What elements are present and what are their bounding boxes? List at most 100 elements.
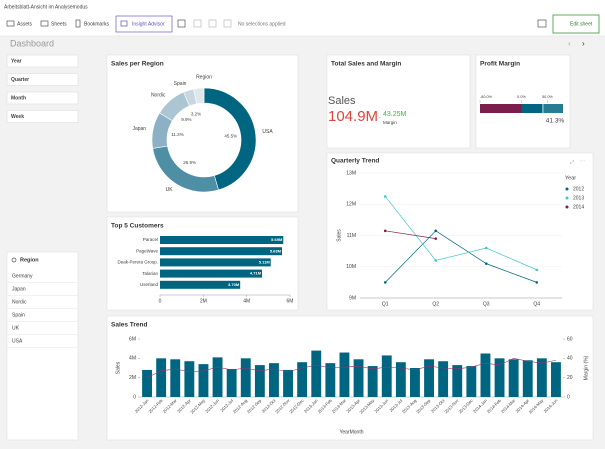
margin-line (146, 358, 557, 378)
filter-box[interactable] (6, 110, 79, 123)
filter-label[interactable]: Month (11, 95, 26, 101)
gauge-value-label: 41.3% (546, 118, 565, 125)
y2-tick-label: 60 (567, 336, 573, 342)
x-tick-label: 0 (159, 298, 162, 304)
filter-label[interactable]: Quarter (11, 77, 29, 83)
bar (156, 358, 167, 397)
assets-button[interactable]: Assets (17, 21, 33, 27)
region-filter-panel (6, 251, 79, 441)
sheet-title: Dashboard (10, 38, 54, 48)
gauge-rest (542, 104, 563, 113)
insight-advisor-frame[interactable] (115, 15, 173, 33)
bar (170, 359, 181, 397)
slice-label: Japan (132, 126, 146, 132)
slice-value-label: 11.3% (171, 132, 183, 137)
filter-label[interactable]: Week (11, 114, 24, 120)
bar (551, 362, 561, 397)
bar (212, 357, 223, 397)
insight-advisor-button[interactable]: Insight Advisor (132, 21, 165, 27)
menu-icon[interactable]: ··· (580, 158, 585, 164)
bar (160, 269, 263, 278)
bar (508, 359, 519, 397)
filter-label[interactable]: Year (11, 58, 22, 64)
bar-value-label: 3.70M (228, 282, 240, 287)
x-tick-label: 6M (287, 298, 294, 304)
region-item[interactable]: Japan (12, 286, 26, 292)
forward-icon[interactable] (208, 19, 217, 28)
gauge-tick-label: 0.0% (517, 95, 526, 99)
bar (240, 358, 251, 397)
y2-tick-label: 0 (567, 394, 570, 400)
kpi-panel (326, 54, 471, 149)
y-tick-label: PageWave (136, 248, 158, 253)
gauge-bar (521, 104, 543, 113)
y-tick-label: 11M (347, 233, 356, 239)
x-tick-label: Q2 (432, 301, 439, 307)
kpi-secondary-label: Margin (383, 120, 397, 125)
bar (410, 368, 420, 397)
bar (466, 366, 477, 397)
bar (522, 360, 533, 397)
prev-sheet[interactable]: ‹ (568, 39, 571, 48)
legend-label: 2014 (573, 204, 584, 210)
legend-label: 2012 (573, 186, 584, 192)
sheets-button[interactable]: Sheets (51, 21, 67, 27)
bar (297, 362, 308, 397)
bar-value-label: 5.69M (271, 237, 283, 242)
kpi-value: 104.9M (328, 108, 378, 125)
bar (198, 364, 209, 397)
panel-title: Sales per Region (111, 61, 164, 68)
filter-box[interactable] (6, 54, 79, 68)
region-item[interactable]: UK (12, 325, 20, 331)
x-tick-label: Q4 (533, 301, 540, 307)
profit-margin-panel (475, 54, 571, 149)
y-tick-label: 12M (346, 202, 356, 208)
slice-value-label: 3.2% (191, 111, 201, 116)
expand-icon[interactable]: ⤢ (570, 159, 574, 165)
region-item[interactable]: Nordic (12, 299, 27, 305)
region-item[interactable]: USA (12, 338, 23, 344)
bar-value-label: 5.63M (270, 248, 282, 253)
gauge-tick-label: -80.0% (480, 95, 493, 99)
toolbar: Assets Sheets Bookmarks Insight Advisor … (6, 14, 600, 34)
grid-icon[interactable] (537, 19, 547, 28)
bookmarks-button[interactable]: Bookmarks (84, 21, 110, 27)
legend-title: Region (196, 74, 212, 80)
slice-value-label: 26.9% (183, 160, 196, 165)
legend-label: 2013 (573, 195, 584, 201)
kpi-label: Sales (328, 95, 356, 107)
y-tick-label: Userland (140, 282, 159, 287)
bar (536, 358, 547, 397)
panel-title: Sales Trend (111, 322, 148, 329)
bar (494, 358, 505, 397)
bar (160, 247, 282, 256)
bookmarks-icon (75, 19, 81, 28)
slice-value-label: 9.9% (181, 117, 191, 122)
bar (452, 365, 463, 397)
bar (226, 368, 237, 397)
legend-swatch (565, 205, 569, 209)
clear-icon[interactable] (223, 19, 232, 28)
y-tick-label: 13M (346, 170, 356, 176)
smart-search-icon[interactable] (177, 19, 186, 28)
slice-label: USA (262, 129, 273, 135)
insight-icon (120, 20, 128, 27)
bar (160, 236, 284, 244)
series-line (385, 230, 436, 239)
next-sheet[interactable]: › (582, 39, 585, 48)
slice-label: Nordic (151, 93, 166, 99)
y2-tick-label: 20 (567, 375, 573, 381)
region-item[interactable]: Germany (12, 273, 33, 279)
bar (311, 350, 322, 397)
edit-sheet-frame[interactable] (552, 14, 600, 34)
back-icon[interactable] (193, 19, 202, 28)
donut-slice (193, 87, 205, 105)
filter-box[interactable] (6, 73, 79, 86)
panel-title: Top 5 Customers (111, 223, 164, 230)
edit-sheet-button[interactable]: Edit sheet (570, 21, 593, 27)
filter-box[interactable] (6, 91, 79, 105)
region-item[interactable]: Spain (12, 312, 25, 318)
x-tick-label: 4M (243, 298, 250, 304)
bar (283, 369, 293, 397)
